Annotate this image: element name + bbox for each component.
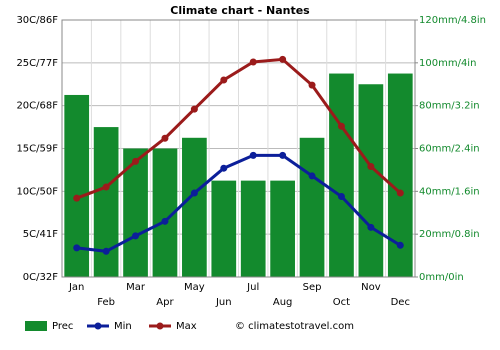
- bar: [211, 180, 237, 277]
- point: [161, 217, 169, 225]
- bar: [240, 180, 266, 277]
- y-tick-label: 30C/86F: [16, 15, 58, 26]
- x-tick-label: Dec: [391, 297, 410, 308]
- plot-frame: [61, 19, 416, 278]
- line: [76, 153, 402, 253]
- point: [190, 189, 198, 197]
- point: [161, 134, 169, 142]
- legend-swatch: [25, 321, 47, 331]
- legend-label: Min: [114, 321, 132, 332]
- line: [76, 57, 402, 200]
- y-tick-label: 15C/59F: [16, 144, 58, 155]
- y2-tick-label: 100mm/4in: [419, 58, 476, 69]
- point: [102, 183, 110, 191]
- bar: [329, 73, 354, 278]
- point: [132, 157, 140, 165]
- y-tick-label: 25C/77F: [16, 58, 58, 69]
- point: [337, 122, 345, 130]
- point: [337, 192, 345, 200]
- point: [367, 162, 375, 170]
- bar: [270, 180, 295, 277]
- y2-tick-label: 120mm/4.8in: [419, 15, 486, 26]
- point: [73, 244, 81, 252]
- y2-tick-label: 20mm/0.8in: [419, 229, 480, 240]
- y-tick-label: 20C/68F: [16, 101, 58, 112]
- point: [249, 151, 257, 159]
- x-tick-label: Mar: [126, 282, 146, 293]
- point: [279, 55, 287, 63]
- y-tick-label: 10C/50F: [16, 186, 58, 197]
- legend-label: Prec: [52, 321, 73, 332]
- legend-dot: [156, 322, 164, 330]
- legend-dot: [94, 322, 102, 330]
- x-tick-label: Nov: [361, 282, 381, 293]
- chart-title: Climate chart - Nantes: [170, 4, 310, 17]
- legend-label: Max: [176, 321, 197, 332]
- x-tick-label: Apr: [156, 297, 174, 308]
- y2-tick-label: 0mm/0in: [419, 272, 464, 283]
- point: [132, 232, 140, 240]
- y2-tick-label: 40mm/1.6in: [419, 186, 480, 197]
- x-tick-label: Jun: [215, 297, 232, 308]
- y2-tick-label: 80mm/3.2in: [419, 101, 480, 112]
- point: [249, 58, 257, 66]
- point: [73, 194, 81, 202]
- bar: [182, 137, 207, 277]
- bar: [299, 137, 325, 277]
- point: [396, 241, 404, 249]
- x-tick-label: Aug: [273, 297, 293, 308]
- point: [279, 151, 287, 159]
- y-tick-label: 0C/32F: [23, 272, 58, 283]
- bar: [358, 84, 384, 277]
- point: [220, 164, 228, 172]
- point: [396, 189, 404, 197]
- credit: © climatestotravel.com: [235, 321, 354, 332]
- x-tick-label: Jul: [246, 282, 259, 293]
- point: [190, 105, 198, 113]
- x-tick-label: Oct: [333, 297, 350, 308]
- x-tick-label: Jan: [68, 282, 84, 293]
- point: [102, 247, 110, 255]
- x-tick-label: May: [184, 282, 205, 293]
- point: [367, 223, 375, 231]
- y2-tick-label: 60mm/2.4in: [419, 144, 480, 155]
- x-tick-label: Sep: [303, 282, 322, 293]
- x-tick-label: Feb: [97, 297, 115, 308]
- point: [308, 81, 316, 89]
- y-tick-label: 5C/41F: [23, 229, 58, 240]
- point: [308, 172, 316, 180]
- point: [220, 76, 228, 84]
